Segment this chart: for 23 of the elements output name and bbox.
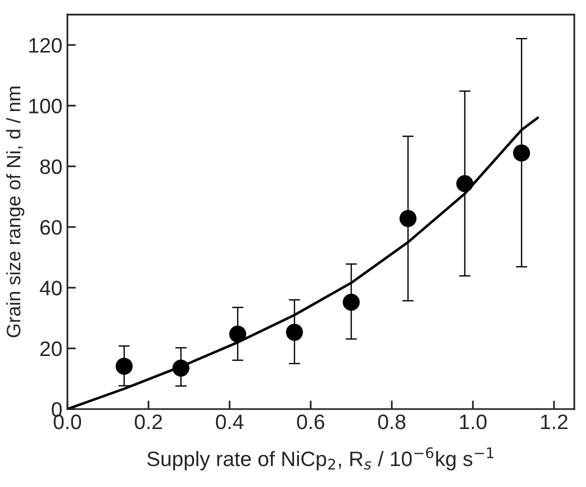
y-tick-label: 120 xyxy=(29,38,62,53)
point xyxy=(456,175,474,192)
y-tick-label: 60 xyxy=(40,220,62,235)
y-tick-label: 20 xyxy=(40,341,62,356)
x-tick-label: 0.0 xyxy=(54,414,82,430)
point xyxy=(342,294,360,311)
x-tick-label: 1.2 xyxy=(541,414,568,430)
point xyxy=(229,326,246,343)
y-tick-label: 80 xyxy=(40,159,62,174)
point xyxy=(172,360,190,377)
x-axis-title: Supply rate of NiCp$_{2}$, R$_{s}$ / 10$^{−6}$kg s$^{−1}$ xyxy=(147,447,494,470)
x-tick-label: 0.2 xyxy=(134,414,162,430)
x-tick-label: 0.8 xyxy=(378,414,406,430)
point xyxy=(513,144,530,162)
x-tick-label: 0.6 xyxy=(297,414,324,430)
y-axis-title: Grain size range of Ni, d / nm xyxy=(6,86,24,338)
point xyxy=(116,358,133,375)
y-tick-label: 100 xyxy=(29,98,62,114)
y-tick-label: 40 xyxy=(40,280,62,296)
x-tick-label: 1.0 xyxy=(460,414,487,430)
x-tick-label: 0.4 xyxy=(216,414,244,430)
point xyxy=(400,210,417,228)
point xyxy=(286,324,303,341)
